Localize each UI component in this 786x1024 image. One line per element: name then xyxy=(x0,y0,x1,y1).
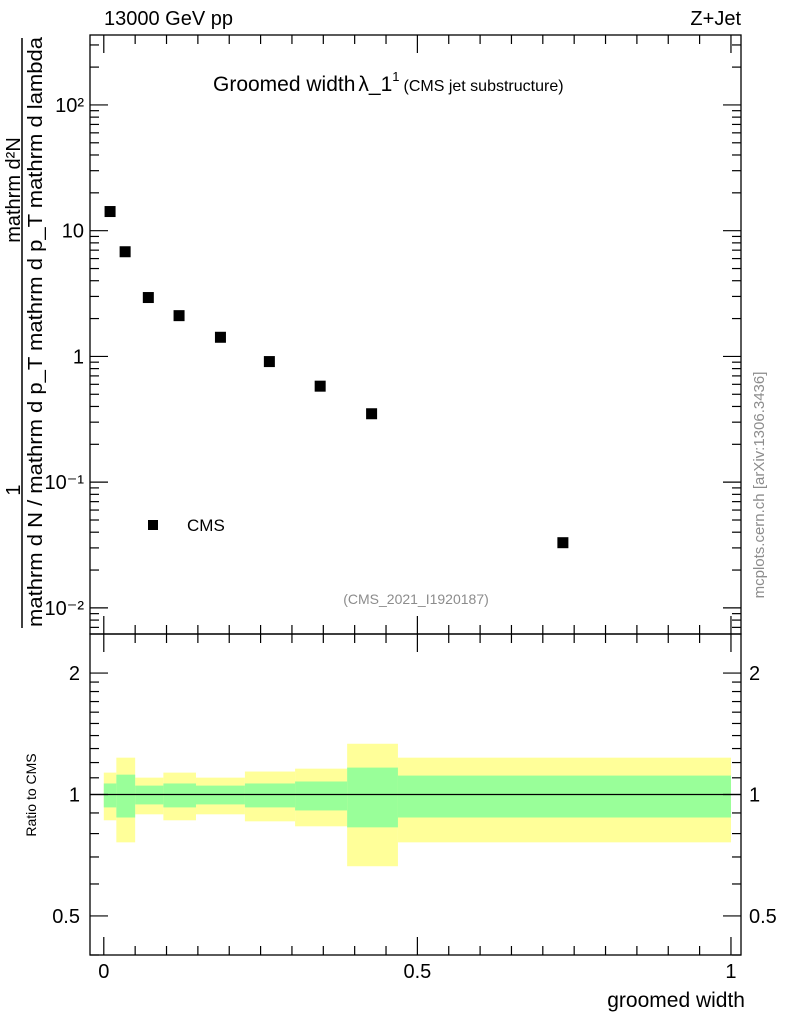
x-tick-label: 1 xyxy=(725,961,736,983)
ratio-y-tick-label: 1 xyxy=(69,785,80,807)
axis-ticks: 10⁻² 10⁻¹ 1 10 10² 0 0.5 1 0.5 0.5 1 1 2 2 xyxy=(45,35,777,983)
inner-band-bin xyxy=(295,781,348,811)
inner-band-bin xyxy=(163,783,196,808)
inner-band-bin xyxy=(103,783,117,808)
y-tick-label: 10⁻² xyxy=(45,598,85,620)
ratio-y-tick-label: 2 xyxy=(69,663,80,685)
ylabel-denominator: mathrm d N / mathrm d p_T mathrm d p_T m… xyxy=(25,36,47,627)
ratio-panel-frame xyxy=(89,633,742,956)
data-point-cms xyxy=(119,246,131,258)
ratio-bands xyxy=(103,743,731,867)
title-symbol: λ_1 xyxy=(358,73,392,96)
analysis-label: (CMS_2021_I1920187) xyxy=(343,591,489,607)
inner-band-bin xyxy=(397,775,731,818)
y-tick-label: 1 xyxy=(73,346,84,368)
side-label: mcplots.cern.ch [arXiv:1306.3436] xyxy=(751,372,768,599)
inner-band-bin xyxy=(116,774,136,818)
ylabel-numerator-left: 1 xyxy=(3,484,25,495)
x-tick-label: 0.5 xyxy=(403,961,431,983)
data-point-cms xyxy=(263,356,275,368)
xlabel: groomed width xyxy=(607,989,745,1012)
ratio-y-tick-label-right: 2 xyxy=(749,663,760,685)
title-superscript: 1 xyxy=(392,69,399,84)
data-point-cms xyxy=(366,408,378,420)
inner-band-bin xyxy=(347,767,398,828)
title-suffix: (CMS jet substructure) xyxy=(404,78,564,95)
data-point-cms xyxy=(314,380,326,392)
data-point-cms xyxy=(557,537,569,549)
data-point-cms xyxy=(104,206,116,218)
ylabel-numerator-right: mathrm d²N xyxy=(3,137,25,243)
header-left: 13000 GeV pp xyxy=(104,8,233,30)
chart-title: Groomed width λ_11 (CMS jet substructure) xyxy=(213,69,564,96)
data-point-cms xyxy=(173,310,185,322)
legend-marker xyxy=(148,520,158,530)
title-text: Groomed width xyxy=(213,73,355,96)
y-tick-label: 10⁻¹ xyxy=(45,472,85,494)
data-point-cms xyxy=(142,292,154,304)
ratio-y-tick-label-right: 0.5 xyxy=(749,906,777,928)
data-points xyxy=(104,206,569,549)
data-point-cms xyxy=(214,331,226,343)
legend-label-cms: CMS xyxy=(187,516,225,535)
ratio-ylabel: Ratio to CMS xyxy=(23,753,39,836)
main-panel-frame xyxy=(89,34,742,635)
ratio-y-tick-label-right: 1 xyxy=(749,785,760,807)
y-tick-label: 10 xyxy=(62,221,84,243)
x-tick-label: 0 xyxy=(98,961,109,983)
header-right: Z+Jet xyxy=(690,8,741,30)
y-tick-label: 10² xyxy=(55,95,84,117)
inner-band-bin xyxy=(244,783,296,808)
ratio-y-tick-label: 0.5 xyxy=(52,906,80,928)
